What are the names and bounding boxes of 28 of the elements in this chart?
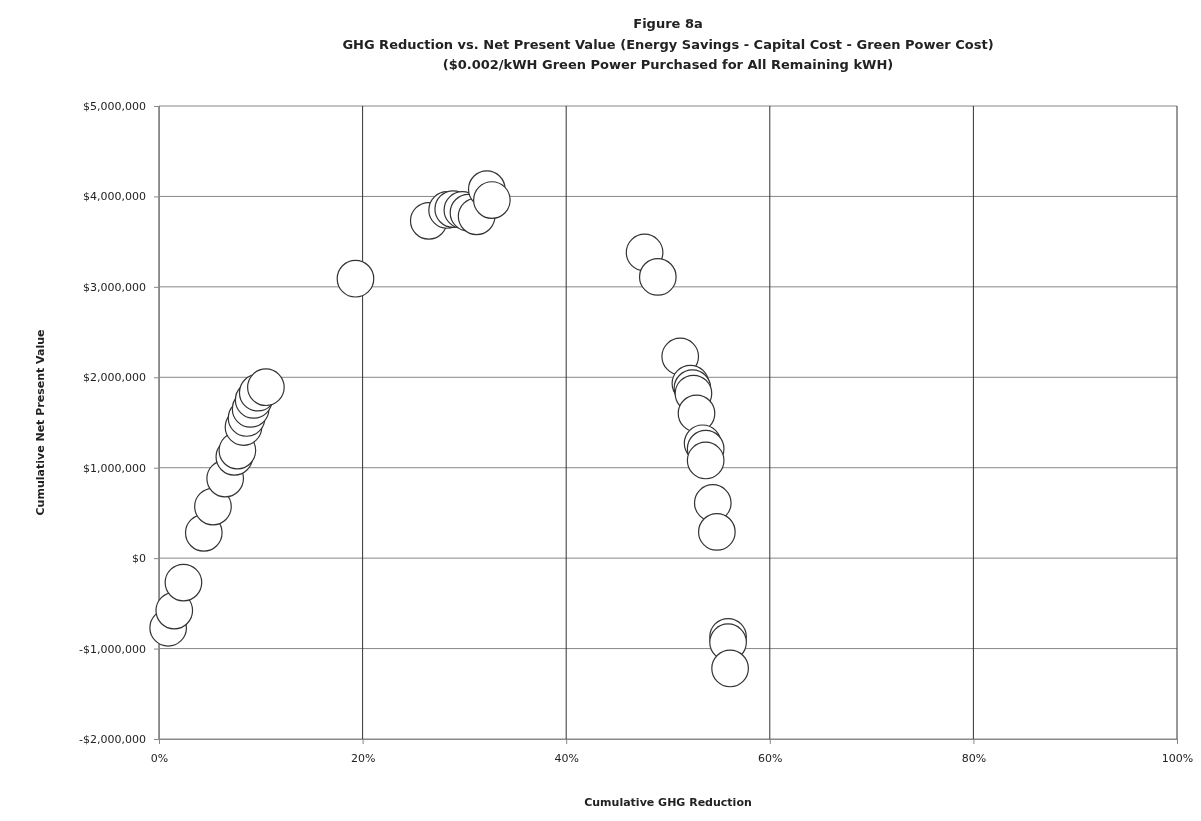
point [638,258,677,296]
point [164,563,203,602]
x-tick-label: 40% [554,751,579,765]
y-tick-label: $1,000,000 [83,461,146,475]
point [194,487,232,526]
point [697,513,736,551]
y-tick-label: -$1,000,000 [79,642,146,656]
y-axis-title: Cumulative Net Present Value [34,329,47,516]
point [677,394,716,433]
x-tick-label: 80% [961,751,987,765]
x-tick-label: 20% [350,751,376,765]
x-tick-label: 0% [150,751,169,765]
y-tick-label: $3,000,000 [83,280,146,294]
chart-subtitle: GHG Reduction vs. Net Present Value (Energy Savings - Capital Cost - Green Power Cost) ($0.002/kWH Green Power Purchased for All Remaining kWH) [342,37,994,72]
point [336,259,375,298]
y-tick-label: -$2,000,000 [79,733,146,747]
y-tick-label: $4,000,000 [83,190,146,204]
y-tick-label: $2,000,000 [83,371,146,385]
point [686,441,725,480]
x-axis-title: Cumulative GHG Reduction [584,796,752,809]
y-tick-label: $5,000,000 [83,100,146,114]
x-tick-label: 100% [1161,751,1194,765]
chart-title: Figure 8a [633,16,703,31]
point [473,181,511,219]
point [247,368,285,407]
y-tick-label: $0 [132,552,146,566]
x-tick-label: 60% [758,751,783,765]
point [711,649,749,688]
